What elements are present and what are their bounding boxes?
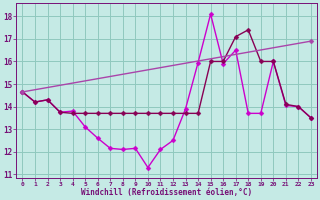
X-axis label: Windchill (Refroidissement éolien,°C): Windchill (Refroidissement éolien,°C) [81, 188, 252, 197]
